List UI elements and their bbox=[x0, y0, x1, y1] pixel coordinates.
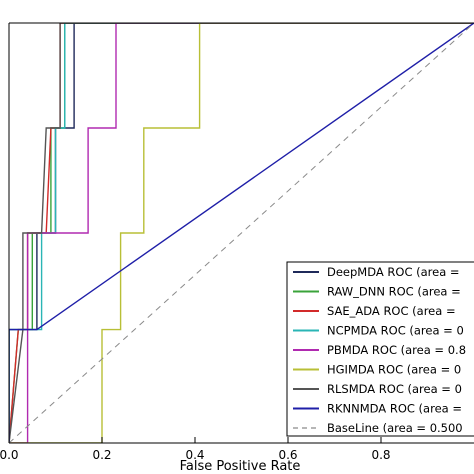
legend-label-5: HGIMDA ROC (area = 0 bbox=[327, 363, 461, 377]
x-ticks: 0.0 0.2 0.4 0.6 0.8 bbox=[0, 437, 391, 462]
series-layer bbox=[9, 23, 474, 443]
series-line-8 bbox=[9, 23, 474, 443]
x-axis-label: False Positive Rate bbox=[180, 459, 301, 474]
x-tick-label-0: 0.0 bbox=[0, 448, 19, 462]
legend-label-0: DeepMDA ROC (area = bbox=[327, 265, 460, 279]
legend-items: DeepMDA ROC (area = RAW_DNN ROC (area = SA… bbox=[293, 265, 466, 435]
series-line-7 bbox=[9, 23, 474, 443]
x-tick-label-2: 0.4 bbox=[185, 448, 204, 462]
legend-label-6: RLSMDA ROC (area = 0 bbox=[327, 382, 462, 396]
legend: DeepMDA ROC (area = RAW_DNN ROC (area = SA… bbox=[286, 261, 474, 437]
legend-label-8: BaseLine (area = 0.500 bbox=[327, 421, 463, 435]
series-line-5 bbox=[9, 23, 474, 443]
legend-label-2: SAE_ADA ROC (area = bbox=[327, 304, 456, 318]
legend-label-7: RKNNMDA ROC (area = bbox=[327, 402, 462, 416]
legend-label-4: PBMDA ROC (area = 0.8 bbox=[327, 343, 466, 357]
legend-label-1: RAW_DNN ROC (area = bbox=[327, 285, 461, 299]
series-line-4 bbox=[9, 23, 474, 443]
x-tick-label-4: 0.8 bbox=[371, 448, 390, 462]
x-tick-label-1: 0.2 bbox=[92, 448, 111, 462]
series-line-6 bbox=[9, 23, 474, 443]
x-tick-label-3: 0.6 bbox=[278, 448, 297, 462]
legend-label-3: NCPMDA ROC (area = 0 bbox=[327, 324, 464, 338]
axes-layer bbox=[8, 22, 474, 444]
